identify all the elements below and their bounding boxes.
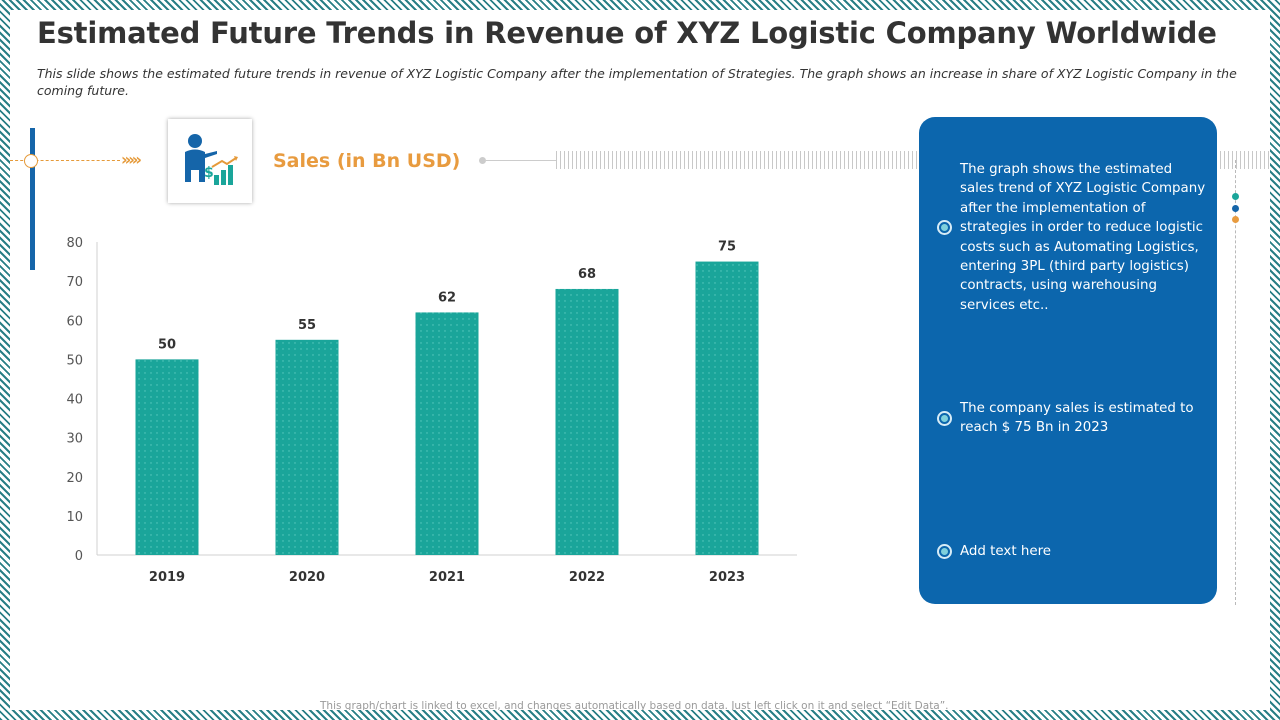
data-label: 55 — [298, 318, 316, 333]
y-tick-label: 80 — [66, 236, 83, 251]
y-tick-label: 70 — [66, 275, 83, 290]
bullet-icon — [937, 220, 952, 235]
orange-circle-marker — [24, 154, 38, 168]
data-label: 50 — [158, 337, 176, 352]
orange-dot — [1232, 216, 1239, 223]
slide: Estimated Future Trends in Revenue of XY… — [10, 10, 1270, 710]
left-accent-bar — [30, 128, 35, 270]
y-tick-label: 20 — [66, 471, 83, 486]
bar-2021 — [415, 312, 479, 555]
chevron-arrows-icon: ››››› — [121, 150, 142, 169]
icon-box: $ — [168, 119, 252, 203]
panel-point-3[interactable]: Add text here — [960, 544, 1052, 559]
data-label: 62 — [438, 290, 456, 305]
teal-dot — [1232, 193, 1239, 200]
svg-text:$: $ — [204, 165, 214, 181]
y-tick-label: 40 — [66, 393, 83, 408]
businessman-growth-chart-icon: $ — [185, 134, 238, 185]
panel-point-1: The graph shows the estimated sales tren… — [960, 162, 1206, 313]
orange-dashed-line — [10, 160, 120, 161]
bar-2023 — [695, 261, 759, 555]
y-tick-label: 10 — [66, 510, 83, 525]
bullet-icon — [937, 544, 952, 559]
gray-dot — [479, 157, 486, 164]
y-tick-label: 0 — [75, 549, 83, 564]
bar-2020 — [275, 339, 339, 555]
info-panel: The graph shows the estimated sales tren… — [919, 117, 1217, 604]
gray-line — [486, 160, 556, 161]
x-tick-label: 2021 — [429, 570, 465, 585]
data-label: 75 — [718, 240, 736, 255]
bar-2022 — [555, 288, 619, 555]
y-tick-label: 50 — [66, 353, 83, 368]
data-label: 68 — [578, 267, 596, 282]
bar-2019 — [135, 359, 199, 555]
slide-subtitle: This slide shows the estimated future tr… — [37, 66, 1237, 98]
panel-point-2: The company sales is estimated to reach … — [960, 401, 1194, 436]
slide-title: Estimated Future Trends in Revenue of XY… — [37, 16, 1217, 50]
chart-title: Sales (in Bn USD) — [273, 150, 461, 172]
x-tick-label: 2020 — [289, 570, 325, 585]
footer-note: This graph/chart is linked to excel, and… — [320, 700, 949, 710]
right-dashed-line — [1235, 160, 1237, 605]
y-tick-label: 60 — [66, 314, 83, 329]
blue-dot — [1232, 205, 1239, 212]
x-tick-label: 2019 — [149, 570, 185, 585]
y-tick-label: 30 — [66, 432, 83, 447]
x-tick-label: 2023 — [709, 570, 745, 585]
x-tick-label: 2022 — [569, 570, 605, 585]
bullet-icon — [937, 411, 952, 426]
bar-chart: 0 10 20 30 40 50 60 70 80 50 2019 55 2020 62 2021 68 202… — [66, 236, 797, 585]
